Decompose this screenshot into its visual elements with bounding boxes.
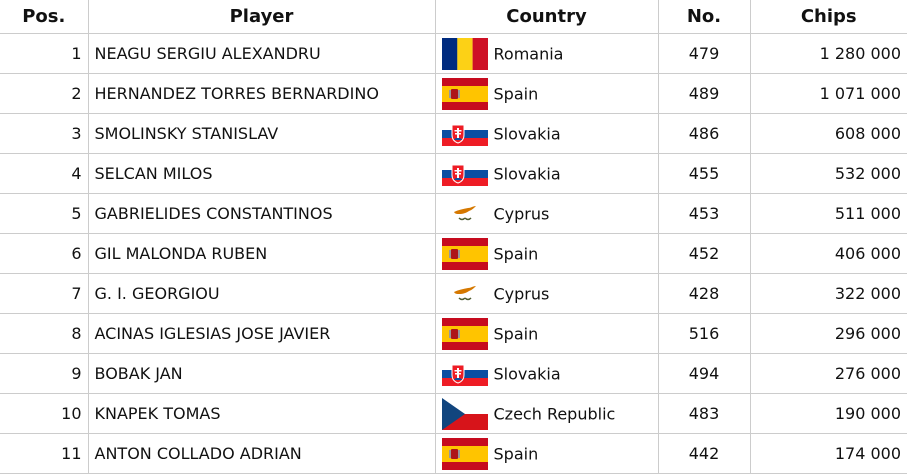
table-body: 1 NEAGU SERGIU ALEXANDRU Romania 479 1 280 0…: [0, 33, 907, 474]
flag: [442, 78, 488, 110]
table-row: 5 GABRIELIDES CONSTANTINOS Cyprus 453 511 00…: [0, 193, 907, 234]
position: 10: [0, 393, 88, 434]
player: GABRIELIDES CONSTANTINOS: [87, 193, 435, 234]
country: Spain: [434, 233, 658, 274]
header: Country: [434, 0, 658, 34]
table-row: 3 SMOLINSKY STANISLAV Slovakia 486 608 000: [0, 113, 907, 154]
header: Chips: [749, 0, 907, 34]
country: Cyprus: [434, 273, 658, 314]
chips: 511 000: [749, 193, 907, 234]
number: 455: [657, 153, 750, 194]
position: 5: [0, 193, 88, 234]
player: ACINAS IGLESIAS JOSE JAVIER: [87, 313, 435, 354]
table-row: 10 KNAPEK TOMAS Czech Republic 483 190 000: [0, 393, 907, 434]
chips: 296 000: [749, 313, 907, 354]
table-row: 11 ANTON COLLADO ADRIAN Spain 442 174 000: [0, 433, 907, 474]
chips: 1 280 000: [749, 33, 907, 74]
position: 3: [0, 113, 88, 154]
country: Slovakia: [434, 113, 658, 154]
player: HERNANDEZ TORRES BERNARDINO: [87, 73, 435, 114]
country-name: Spain: [493, 444, 539, 463]
header: No.: [657, 0, 750, 34]
flag: [442, 198, 488, 230]
country: Cyprus: [434, 193, 658, 234]
chips: 322 000: [749, 273, 907, 314]
player: G. I. GEORGIOU: [87, 273, 435, 314]
position: 2: [0, 73, 88, 114]
player: BOBAK JAN: [87, 353, 435, 394]
player: ANTON COLLADO ADRIAN: [87, 433, 435, 474]
flag: [442, 358, 488, 390]
country-name: Spain: [493, 324, 539, 343]
chips: 174 000: [749, 433, 907, 474]
position: 4: [0, 153, 88, 194]
number: 428: [657, 273, 750, 314]
chips: 276 000: [749, 353, 907, 394]
chips: 608 000: [749, 113, 907, 154]
number: 516: [657, 313, 750, 354]
table-row: 7 G. I. GEORGIOU Cyprus 428 322 000: [0, 273, 907, 314]
chips: 1 071 000: [749, 73, 907, 114]
position: 1: [0, 33, 88, 74]
position: 8: [0, 313, 88, 354]
country-name: Spain: [493, 244, 539, 263]
country-name: Slovakia: [493, 124, 561, 143]
country-name: Cyprus: [493, 204, 550, 223]
table-row: 1 NEAGU SERGIU ALEXANDRU Romania 479 1 280 0…: [0, 33, 907, 74]
number: 483: [657, 393, 750, 434]
flag: [442, 38, 488, 70]
position: 7: [0, 273, 88, 314]
number: 453: [657, 193, 750, 234]
player: SMOLINSKY STANISLAV: [87, 113, 435, 154]
table-row: 6 GIL MALONDA RUBEN Spain 452 406 000: [0, 233, 907, 274]
flag: [442, 238, 488, 270]
table-row: 2 HERNANDEZ TORRES BERNARDINO Spain 489 1 07…: [0, 73, 907, 114]
country-name: Slovakia: [493, 164, 561, 183]
header-row: Pos. Player Country No. Chips: [0, 0, 907, 34]
flag: [442, 438, 488, 470]
header: Player: [87, 0, 435, 34]
table-row: 4 SELCAN MILOS Slovakia 455 532 000: [0, 153, 907, 194]
country-name: Romania: [493, 44, 564, 63]
number: 486: [657, 113, 750, 154]
flag: [442, 158, 488, 190]
country: Czech Republic: [434, 393, 658, 434]
position: 6: [0, 233, 88, 274]
number: 489: [657, 73, 750, 114]
header: Pos.: [0, 0, 88, 34]
number: 452: [657, 233, 750, 274]
country-name: Spain: [493, 84, 539, 103]
country: Spain: [434, 313, 658, 354]
country: Spain: [434, 73, 658, 114]
player: NEAGU SERGIU ALEXANDRU: [87, 33, 435, 74]
number: 479: [657, 33, 750, 74]
chips: 190 000: [749, 393, 907, 434]
table-row: 8 ACINAS IGLESIAS JOSE JAVIER Spain 516 296 …: [0, 313, 907, 354]
country: Spain: [434, 433, 658, 474]
table-row: 9 BOBAK JAN Slovakia 494 276 000: [0, 353, 907, 394]
position: 11: [0, 433, 88, 474]
player: GIL MALONDA RUBEN: [87, 233, 435, 274]
country: Slovakia: [434, 353, 658, 394]
flag: [442, 398, 488, 430]
country: Romania: [434, 33, 658, 74]
country-name: Slovakia: [493, 364, 561, 383]
flag: [442, 278, 488, 310]
number: 494: [657, 353, 750, 394]
country-name: Cyprus: [493, 284, 550, 303]
chips: 532 000: [749, 153, 907, 194]
position: 9: [0, 353, 88, 394]
country-name: Czech Republic: [493, 404, 616, 423]
country: Slovakia: [434, 153, 658, 194]
flag: [442, 118, 488, 150]
player: KNAPEK TOMAS: [87, 393, 435, 434]
number: 442: [657, 433, 750, 474]
chips: 406 000: [749, 233, 907, 274]
player: SELCAN MILOS: [87, 153, 435, 194]
flag: [442, 318, 488, 350]
